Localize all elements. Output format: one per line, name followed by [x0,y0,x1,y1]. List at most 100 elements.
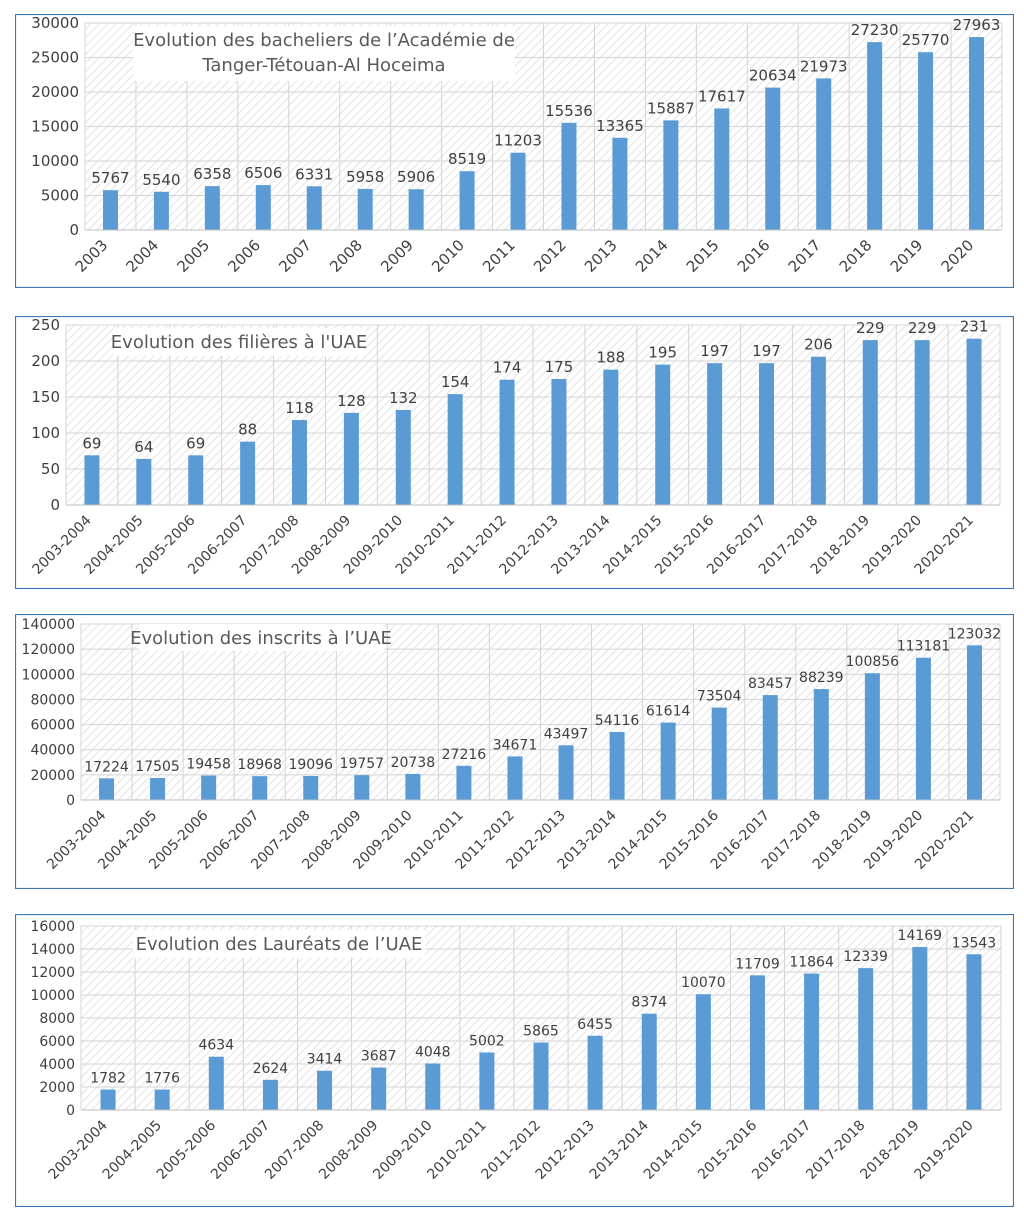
bar [153,191,169,230]
y-tick-label: 100 [31,424,60,442]
bar [252,776,268,800]
bar-value-label: 6506 [244,164,282,182]
bar-value-label: 175 [545,358,574,376]
chart-title: Evolution des Lauréats de l’UAE [136,934,423,955]
bar [918,52,934,231]
bar [663,120,679,230]
chart-inscrits: 0 20000 40000 60000 80000 100000 120000 140000 E… [14,613,1015,890]
bar [405,773,421,800]
bar-value-label: 88 [238,421,257,439]
y-tick-label: 25000 [31,49,79,67]
bar [395,409,411,505]
bar-value-label: 174 [493,359,522,377]
bar [749,975,765,1110]
y-tick-label: 15000 [31,118,79,136]
bar-value-label: 229 [908,319,937,337]
bar [507,756,523,800]
bar [459,171,475,230]
bar-value-label: 197 [752,342,781,360]
bar [100,1089,116,1110]
bar [660,722,676,800]
bar-value-label: 34671 [493,737,538,753]
bar-value-label: 2624 [253,1061,289,1077]
y-tick-label: 20000 [31,83,79,101]
chart-title-box [133,26,515,81]
y-tick-label: 16000 [30,919,75,935]
bar [641,1013,657,1110]
bar [912,947,928,1110]
bar-value-label: 43497 [544,726,589,742]
y-tick-label: 5000 [41,187,79,205]
bar [864,673,880,800]
y-tick-label: 10000 [31,152,79,170]
bar-value-label: 10070 [681,975,726,991]
bar [813,689,829,800]
bar-value-label: 154 [441,373,470,391]
bar [966,954,982,1110]
bar-value-label: 6331 [295,165,333,183]
y-tick-label: 200 [31,352,60,370]
bar-value-label: 1776 [144,1071,180,1087]
bar [357,188,373,230]
bar [551,379,567,505]
bar-value-label: 123032 [948,626,1001,642]
bar [499,379,515,505]
bar-value-label: 17224 [84,759,129,775]
bar [533,1042,549,1110]
y-tick-label: 40000 [30,743,75,759]
bar-value-label: 27230 [851,21,899,39]
bar-value-label: 19096 [288,757,333,773]
bar-value-label: 17617 [698,87,746,105]
y-tick-label: 10000 [30,988,75,1004]
bar-value-label: 12339 [843,949,888,965]
bar [969,37,985,230]
bar-value-label: 11709 [735,956,780,972]
bar [858,968,874,1110]
bar [408,189,424,230]
bar [354,775,370,800]
y-tick-label: 50 [41,460,60,478]
bar [558,745,574,800]
y-tick-label: 150 [31,388,60,406]
bar [136,458,152,505]
y-tick-label: 4000 [39,1057,75,1073]
bar-value-label: 13543 [952,935,997,951]
bar [102,190,118,230]
bar-value-label: 132 [389,389,418,407]
bar [862,340,878,505]
chart-filieres-svg: 0 50 100 150 200 250 Evolution des filières à … [14,315,1015,590]
bar-value-label: 88239 [799,670,844,686]
bar-value-label: 197 [700,342,729,360]
y-tick-label: 0 [69,221,79,239]
bar [306,186,322,230]
y-tick-label: 0 [50,496,60,514]
bar-value-label: 20634 [749,67,797,85]
bar [867,42,883,230]
bar [479,1052,495,1110]
bar [714,108,730,230]
bar [150,777,166,800]
y-tick-label: 20000 [30,768,75,784]
bar [208,1056,224,1110]
bar-value-label: 14169 [898,928,943,944]
bar [966,338,982,505]
bar-value-label: 113181 [897,639,950,655]
bar [154,1089,170,1110]
bar [587,1035,603,1110]
bar [914,340,930,505]
bar-value-label: 3414 [307,1052,343,1068]
bar [204,186,220,230]
bar [711,707,727,800]
bar [561,122,577,230]
bar-value-label: 3687 [361,1049,397,1065]
bar-value-label: 20738 [391,755,436,771]
y-tick-label: 250 [31,316,60,334]
y-tick-label: 120000 [22,642,75,658]
y-tick-label: 2000 [39,1080,75,1096]
bar-value-label: 5540 [142,171,180,189]
bar [762,695,778,800]
bar [612,137,628,230]
bar-value-label: 4634 [198,1038,234,1054]
y-tick-label: 0 [66,793,75,809]
bar-value-label: 206 [804,336,833,354]
